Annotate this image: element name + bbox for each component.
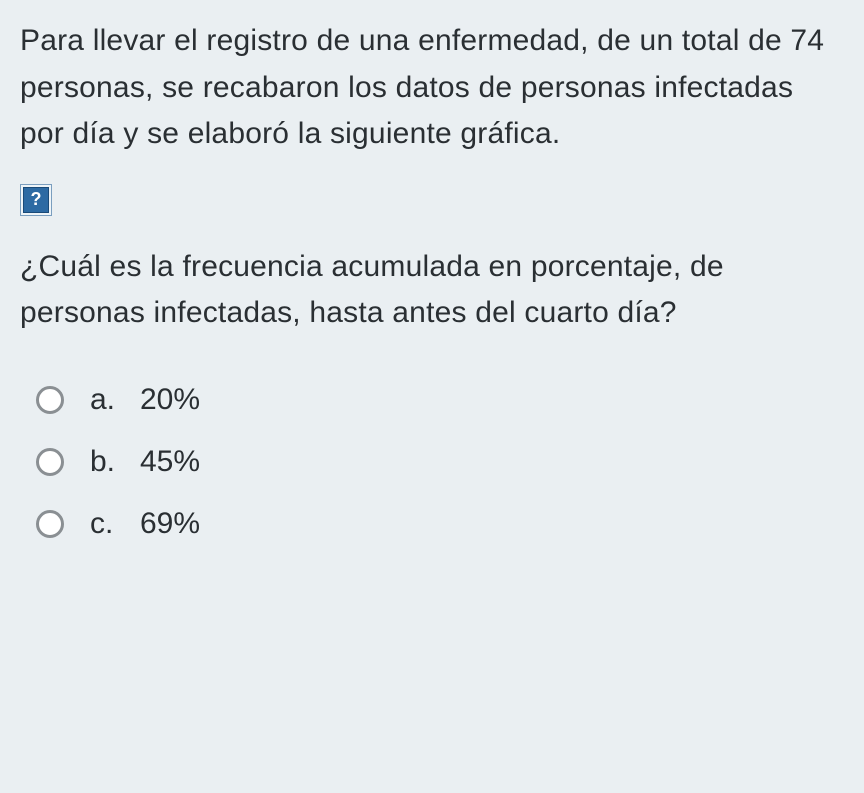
option-b[interactable]: b. 45% [36, 445, 844, 479]
option-c[interactable]: c. 69% [36, 507, 844, 541]
option-letter: c. [90, 507, 132, 541]
option-text: 69% [140, 507, 200, 541]
radio-a[interactable] [36, 386, 64, 414]
option-letter: a. [90, 383, 132, 417]
question-intro-text: Para llevar el registro de una enfermeda… [20, 18, 844, 158]
missing-image-placeholder: ? [20, 184, 52, 216]
option-a[interactable]: a. 20% [36, 383, 844, 417]
question-prompt-text: ¿Cuál es la frecuencia acumulada en porc… [20, 244, 844, 337]
options-list: a. 20% b. 45% c. 69% [20, 383, 844, 541]
radio-b[interactable] [36, 448, 64, 476]
option-letter: b. [90, 445, 132, 479]
option-text: 45% [140, 445, 200, 479]
option-text: 20% [140, 383, 200, 417]
radio-c[interactable] [36, 510, 64, 538]
question-mark-icon: ? [23, 187, 49, 213]
